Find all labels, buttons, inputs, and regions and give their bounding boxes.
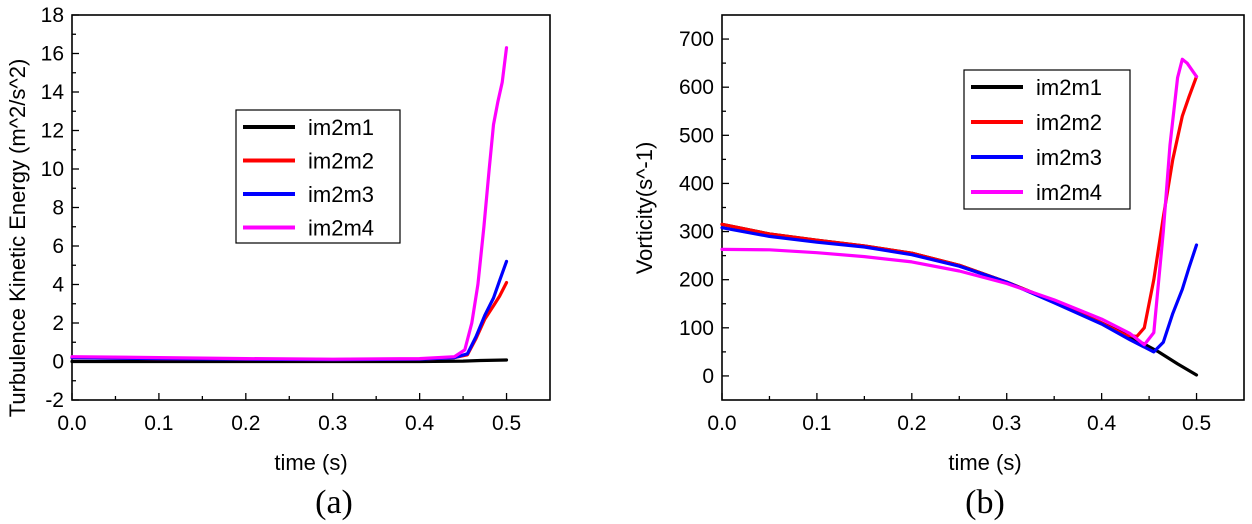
y-tick-label: 500: [679, 124, 714, 147]
chart-a-series: [70, 46, 509, 364]
legend-label-im2m4: im2m4: [308, 216, 374, 241]
y-tick-label: 4: [52, 274, 64, 297]
y-tick-label: 700: [679, 28, 714, 51]
x-tick-label: 0.5: [492, 412, 521, 435]
chart-b-x-axis-label: time (s): [948, 450, 1021, 475]
chart-a-legend-box: [235, 109, 401, 244]
chart-b-y-ticks: 0 100 200 300 400 500 600 700: [679, 28, 729, 388]
x-tick-label: 0.5: [1182, 412, 1211, 435]
chart-b-x-ticks: 0.0 0.1 0.2 0.3 0.4 0.5: [707, 393, 1211, 435]
y-tick-label: 400: [679, 172, 714, 195]
series-line-im2m2: [70, 281, 509, 362]
legend-label-im2m3: im2m3: [1036, 145, 1102, 170]
chart-b-legend: im2m1 im2m2 im2m3 im2m4: [963, 69, 1131, 210]
y-tick-label: 14: [41, 81, 65, 104]
x-tick-label: 0.2: [231, 412, 260, 435]
chart-b-legend-box: [963, 69, 1131, 210]
series-line-im2m4: [70, 46, 509, 361]
y-tick-label: -2: [45, 389, 64, 412]
y-tick-label: 10: [41, 158, 64, 181]
x-tick-label: 0.1: [802, 412, 831, 435]
x-tick-label: 0.0: [707, 412, 736, 435]
chart-b-series: [720, 57, 1199, 377]
chart-a-x-axis-label: time (s): [274, 450, 347, 475]
series-line-im2m4: [720, 57, 1199, 347]
y-tick-label: 16: [41, 43, 64, 66]
y-tick-label: 300: [679, 221, 714, 244]
legend-label-im2m2: im2m2: [308, 149, 374, 174]
y-tick-label: 200: [679, 269, 714, 292]
chart-b-y-axis-label: Vorticity(s^-1): [632, 142, 657, 275]
series-line-im2m3: [720, 226, 1199, 354]
chart-a-panel-label: (a): [315, 484, 353, 521]
chart-b-panel-label: (b): [965, 484, 1005, 521]
y-tick-label: 18: [41, 4, 64, 27]
legend-label-im2m4: im2m4: [1036, 180, 1102, 205]
chart-a: 0.0 0.1 0.2 0.3 0.4 0.5 -2 0 2 4 6 8 10 12 14 16 18 tim…: [5, 4, 551, 521]
y-tick-label: 100: [679, 317, 714, 340]
chart-a-legend: im2m1 im2m2 im2m3 im2m4: [235, 109, 401, 244]
chart-a-x-ticks: 0.0 0.1 0.2 0.3 0.4 0.5: [57, 393, 521, 435]
x-tick-label: 0.0: [57, 412, 86, 435]
series-line-im2m1: [720, 222, 1199, 377]
y-tick-label: 2: [52, 312, 64, 335]
chart-a-y-ticks: -2 0 2 4 6 8 10 12 14 16 18: [41, 4, 79, 412]
legend-label-im2m1: im2m1: [1036, 75, 1102, 100]
series-line-im2m1: [70, 358, 509, 364]
y-tick-label: 600: [679, 76, 714, 99]
y-tick-label: 8: [52, 197, 64, 220]
x-tick-label: 0.3: [318, 412, 347, 435]
chart-b: 0.0 0.1 0.2 0.3 0.4 0.5 0 100 200 300 400 500 600 70…: [632, 14, 1245, 521]
y-tick-label: 12: [41, 120, 64, 143]
x-tick-label: 0.1: [144, 412, 173, 435]
x-tick-label: 0.4: [405, 412, 435, 435]
legend-label-im2m1: im2m1: [308, 115, 374, 140]
x-tick-label: 0.2: [897, 412, 926, 435]
x-tick-label: 0.4: [1087, 412, 1117, 435]
x-tick-label: 0.3: [992, 412, 1021, 435]
y-tick-label: 6: [52, 235, 64, 258]
legend-label-im2m3: im2m3: [308, 182, 374, 207]
legend-label-im2m2: im2m2: [1036, 110, 1102, 135]
y-tick-label: 0: [702, 365, 714, 388]
chart-a-y-axis-label: Turbulence Kinetic Energy (m^2/s^2): [5, 59, 30, 418]
y-tick-label: 0: [52, 351, 64, 374]
series-line-im2m3: [70, 259, 509, 362]
